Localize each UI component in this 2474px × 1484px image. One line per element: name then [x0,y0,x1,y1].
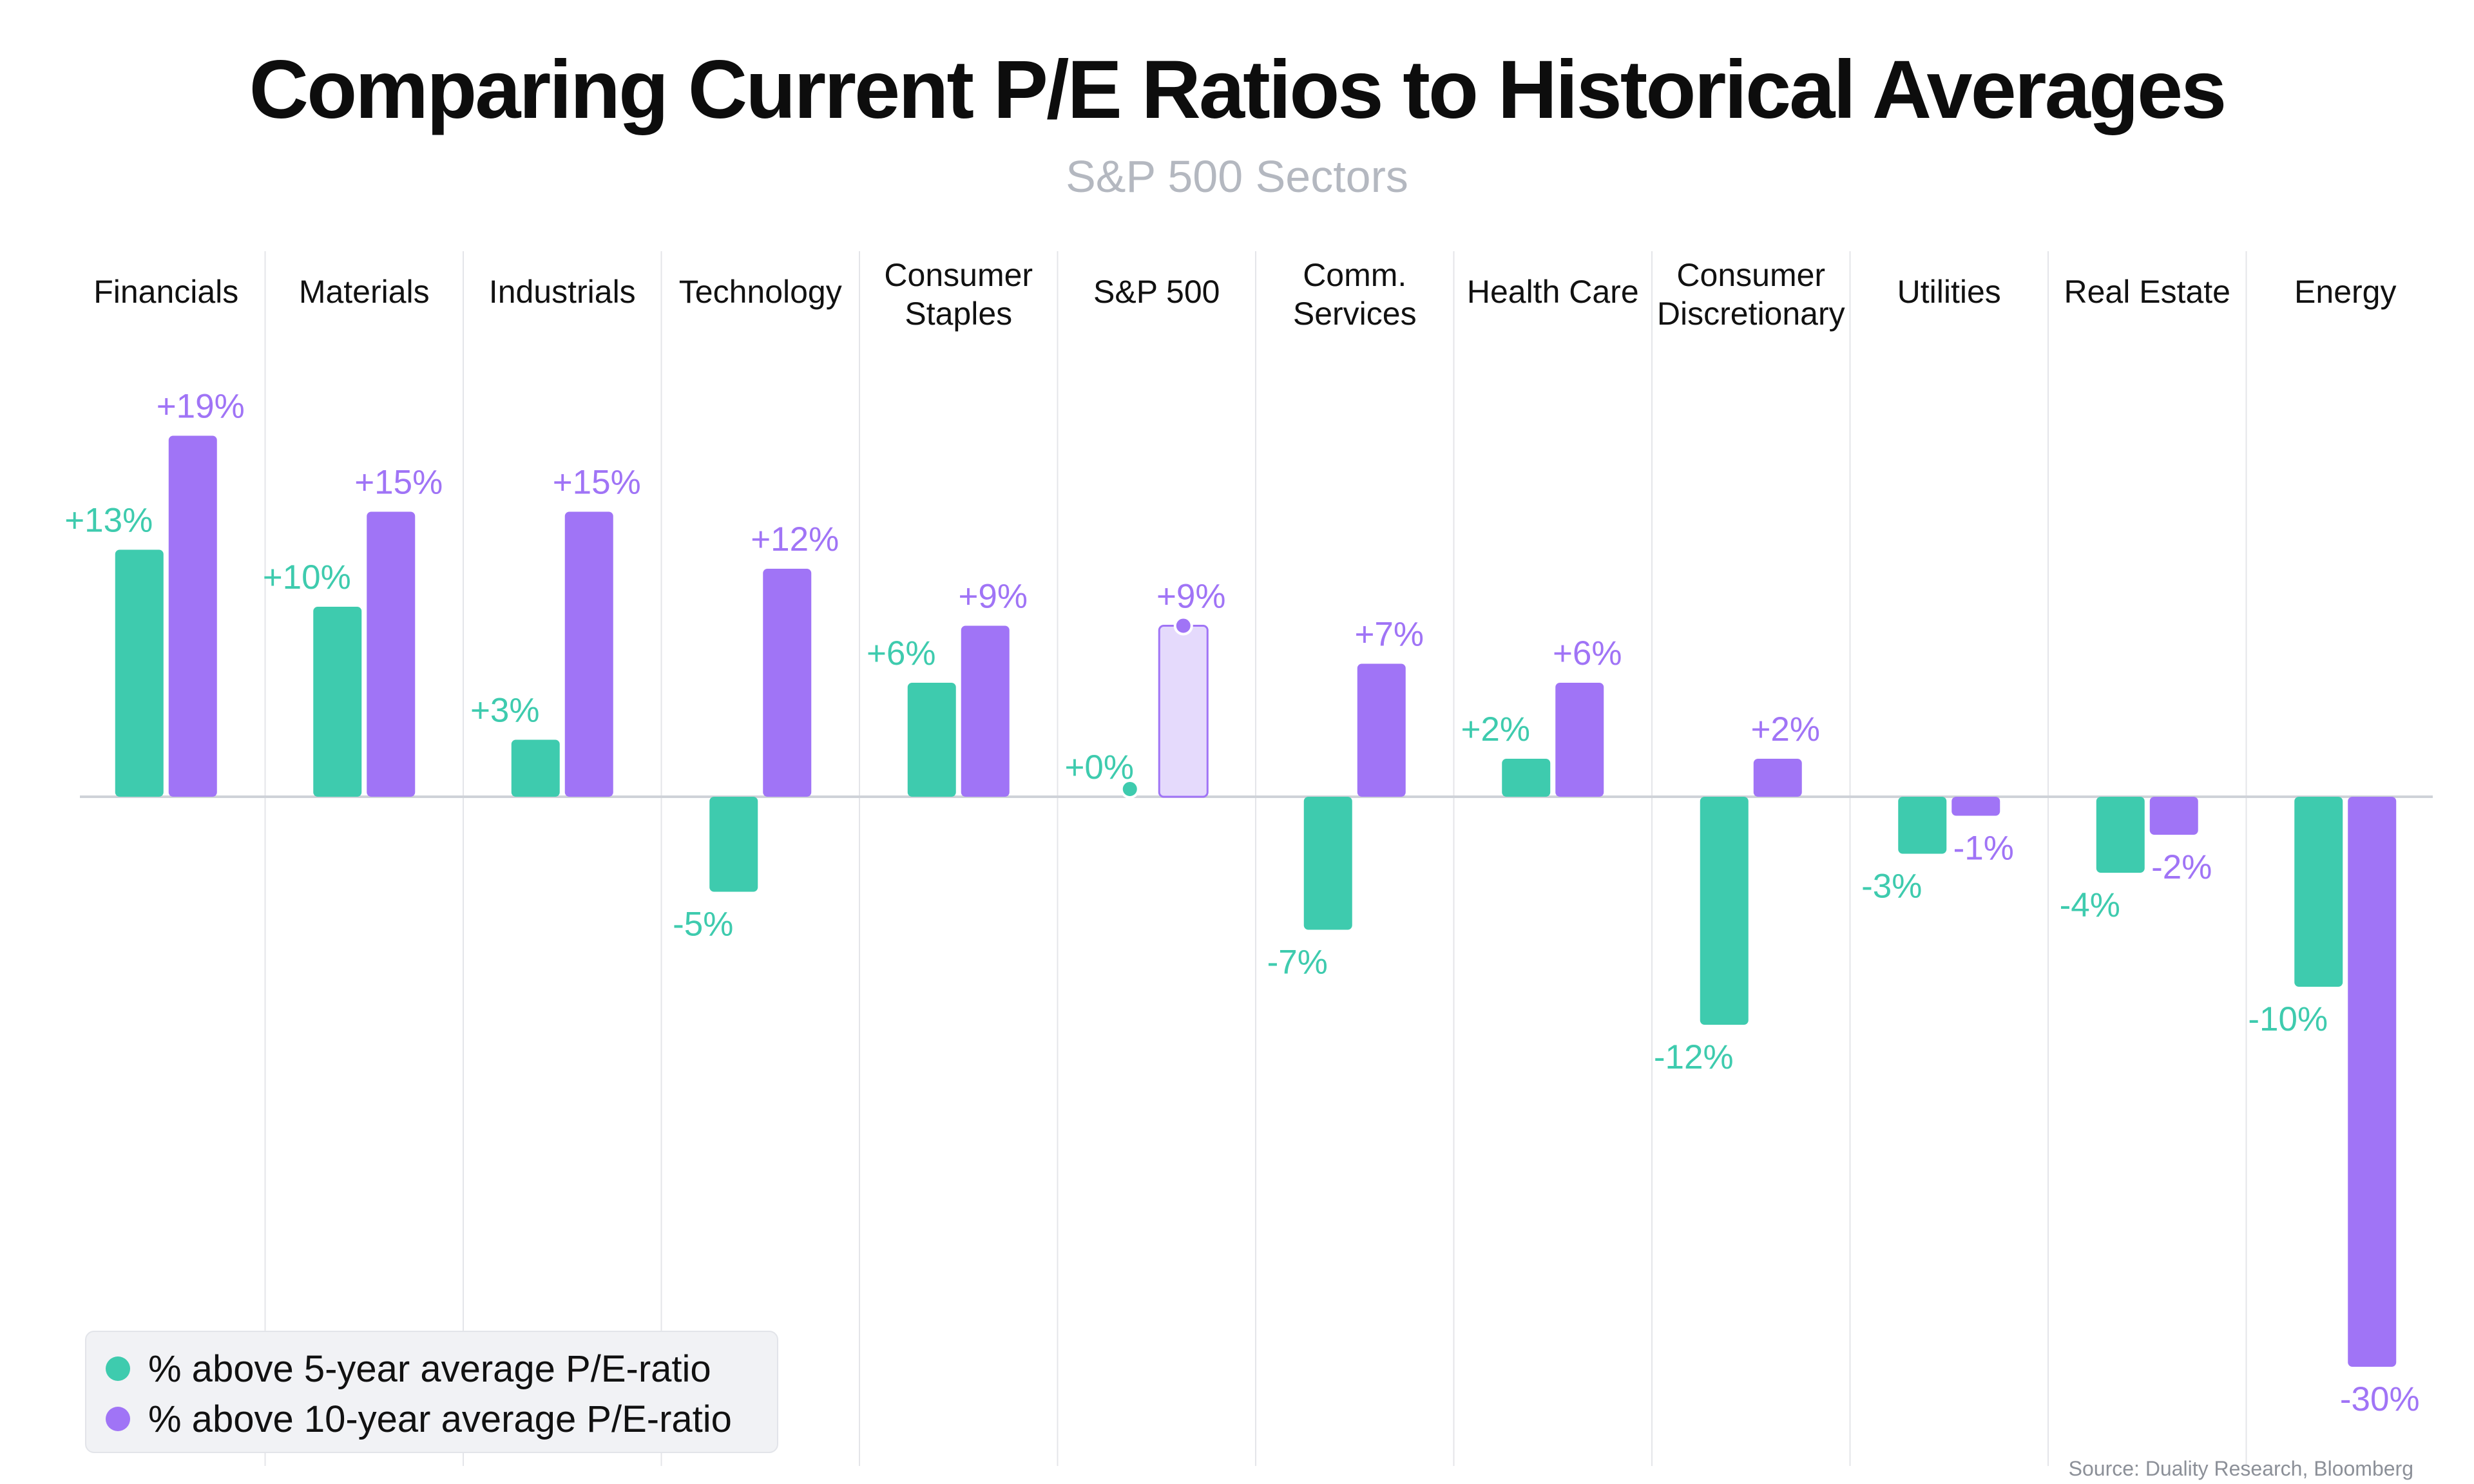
bar-10-year-consumer-staples [961,625,1010,797]
bar-5-year-consumer-discretionary [1700,797,1749,1025]
bar-5-year-technology [709,797,758,892]
value-label-5-year-technology: -5% [673,906,733,944]
bar-marker-5-year-s-p-500 [1120,779,1140,799]
legend-label-5-year: % above 5-year average P/E-ratio [148,1347,711,1390]
category-label-consumer-staples: Consumer Staples [884,257,1033,332]
value-label-10-year-consumer-discretionary: +2% [1750,710,1820,748]
bar-10-year-financials [168,435,217,797]
bars [115,435,2397,1367]
value-label-10-year-energy: -30% [2340,1380,2420,1418]
value-labels: +13% +19% +10% +15% +3% +15% -5% +12% +6% +9% +0% +… [64,388,2419,1419]
bar-10-year-consumer-discretionary [1753,759,1802,797]
bar-5-year-materials [313,607,362,797]
value-label-10-year-comm-services: +7% [1354,616,1424,654]
value-label-5-year-health-care: +2% [1461,710,1530,748]
bar-5-year-health-care [1502,759,1551,797]
value-label-5-year-comm-services: -7% [1267,944,1328,982]
category-label-utilities: Utilities [1897,274,2001,310]
value-label-5-year-materials: +10% [263,558,351,596]
value-label-5-year-consumer-discretionary: -12% [1654,1038,1734,1076]
bar-5-year-energy [2294,797,2343,987]
bar-10-year-materials [367,511,416,797]
value-label-5-year-utilities: -3% [1861,868,1922,906]
bar-10-year-industrials [564,511,613,797]
bar-10-year-comm-services [1357,663,1406,797]
value-label-5-year-real-estate: -4% [2060,886,2120,924]
bar-5-year-financials [115,549,164,797]
value-label-10-year-technology: +12% [751,520,839,558]
bar-marker-10-year-s-p-500 [1173,616,1193,636]
bar-10-year-utilities [1951,797,2000,816]
bar-5-year-real-estate [2096,797,2145,873]
legend-label-10-year: % above 10-year average P/E-ratio [148,1398,732,1440]
value-label-10-year-financials: +19% [157,388,245,426]
chart-subtitle: S&P 500 Sectors [1066,151,1408,202]
bar-10-year-health-care [1555,683,1604,797]
category-label-s-p-500: S&P 500 [1093,274,1220,310]
bar-5-year-consumer-staples [907,683,956,797]
category-label-comm-services: Comm. Services [1293,257,1417,332]
value-label-10-year-s-p-500: +9% [1156,578,1226,616]
legend-swatch-10-year [106,1407,130,1431]
bar-10-year-technology [763,569,812,797]
legend: % above 5-year average P/E-ratio % above… [85,1331,778,1453]
category-labels: Financials Materials Industrials Technology… [93,257,2396,332]
bar-10-year-energy [2348,797,2397,1367]
value-label-5-year-consumer-staples: +6% [867,634,936,672]
value-label-10-year-consumer-staples: +9% [958,578,1028,616]
bar-5-year-utilities [1898,797,1947,854]
value-label-5-year-industrials: +3% [470,692,540,730]
category-label-technology: Technology [679,274,842,310]
category-label-real-estate: Real Estate [2064,274,2230,310]
legend-swatch-5-year [106,1356,130,1381]
category-label-consumer-discretionary: Consumer Discretionary [1657,257,1845,332]
value-label-5-year-financials: +13% [64,502,153,540]
chart-title: Comparing Current P/E Ratios to Historic… [249,44,2227,136]
legend-item-5-year: % above 5-year average P/E-ratio [106,1344,758,1394]
bar-5-year-comm-services [1303,797,1352,930]
bar-10-year-real-estate [2149,797,2198,835]
bar-5-year-industrials [511,739,560,797]
value-label-10-year-industrials: +15% [553,464,641,502]
value-label-10-year-real-estate: -2% [2151,848,2212,886]
value-label-5-year-energy: -10% [2248,1000,2328,1038]
category-label-industrials: Industrials [489,274,636,310]
category-label-financials: Financials [93,274,238,310]
category-label-materials: Materials [299,274,430,310]
source-note: Source: Duality Research, Bloomberg [2068,1457,2413,1480]
value-label-10-year-materials: +15% [354,464,443,502]
column-dividers [264,251,2247,1466]
category-label-energy: Energy [2294,274,2396,310]
value-label-10-year-utilities: -1% [1953,830,2014,868]
category-label-health-care: Health Care [1467,274,1639,310]
value-label-5-year-s-p-500: +0% [1064,748,1134,786]
legend-item-10-year: % above 10-year average P/E-ratio [106,1394,758,1444]
value-label-10-year-health-care: +6% [1553,634,1622,672]
bar-10-year-s-p-500 [1158,625,1209,798]
